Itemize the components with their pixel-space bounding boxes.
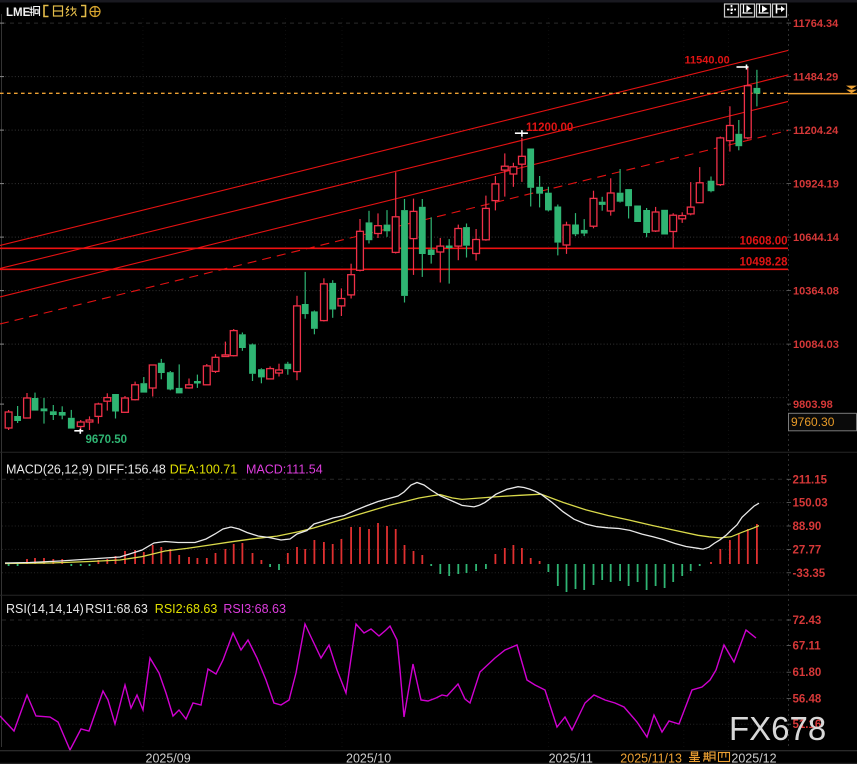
svg-text:51.16: 51.16 — [793, 719, 822, 731]
svg-text:RSI1:68.63: RSI1:68.63 — [85, 602, 148, 616]
svg-text:11484.29: 11484.29 — [793, 72, 838, 84]
svg-text:11540.00: 11540.00 — [685, 54, 730, 66]
svg-text:56.48: 56.48 — [793, 693, 822, 705]
svg-text:DIFF:156.48: DIFF:156.48 — [96, 463, 166, 477]
svg-text:2025/11/13: 2025/11/13 — [620, 752, 682, 764]
svg-text:DEA:100.71: DEA:100.71 — [170, 463, 237, 477]
svg-text:2025/10: 2025/10 — [346, 752, 391, 764]
svg-text:10084.03: 10084.03 — [793, 339, 839, 351]
svg-text:RSI(14,14,14): RSI(14,14,14) — [6, 602, 84, 616]
svg-text:11200.00: 11200.00 — [526, 122, 573, 134]
svg-text:150.03: 150.03 — [793, 498, 828, 510]
svg-text:27.77: 27.77 — [793, 544, 822, 556]
svg-text:72.43: 72.43 — [793, 615, 822, 627]
svg-text:10644.14: 10644.14 — [793, 232, 840, 244]
svg-text:67.11: 67.11 — [793, 641, 822, 653]
svg-text:9803.98: 9803.98 — [793, 399, 833, 411]
svg-text:9760.30: 9760.30 — [791, 415, 835, 429]
svg-text:10364.08: 10364.08 — [793, 286, 839, 298]
svg-text:11764.34: 11764.34 — [793, 18, 839, 30]
svg-text:MACD(26,12,9): MACD(26,12,9) — [6, 463, 93, 477]
svg-text:88.90: 88.90 — [793, 521, 822, 533]
svg-text:2025/09: 2025/09 — [146, 752, 191, 764]
svg-text:61.80: 61.80 — [793, 667, 822, 679]
svg-text:MACD:111.54: MACD:111.54 — [246, 463, 323, 477]
svg-text:RSI3:68.63: RSI3:68.63 — [223, 602, 286, 616]
svg-text:10498.28: 10498.28 — [740, 257, 789, 269]
svg-text:10924.19: 10924.19 — [793, 179, 839, 191]
svg-text:2025/12: 2025/12 — [731, 752, 776, 764]
svg-text:211.15: 211.15 — [793, 474, 828, 486]
svg-text:10608.00: 10608.00 — [740, 236, 788, 248]
svg-text:2025/11: 2025/11 — [549, 752, 593, 764]
svg-text:FX678: FX678 — [729, 710, 826, 747]
svg-text:11204.24: 11204.24 — [793, 125, 839, 137]
svg-text:9670.50: 9670.50 — [86, 434, 128, 446]
svg-text:LME: LME — [6, 7, 31, 19]
svg-text:-33.35: -33.35 — [793, 568, 826, 580]
svg-text:RSI2:68.63: RSI2:68.63 — [155, 602, 218, 616]
